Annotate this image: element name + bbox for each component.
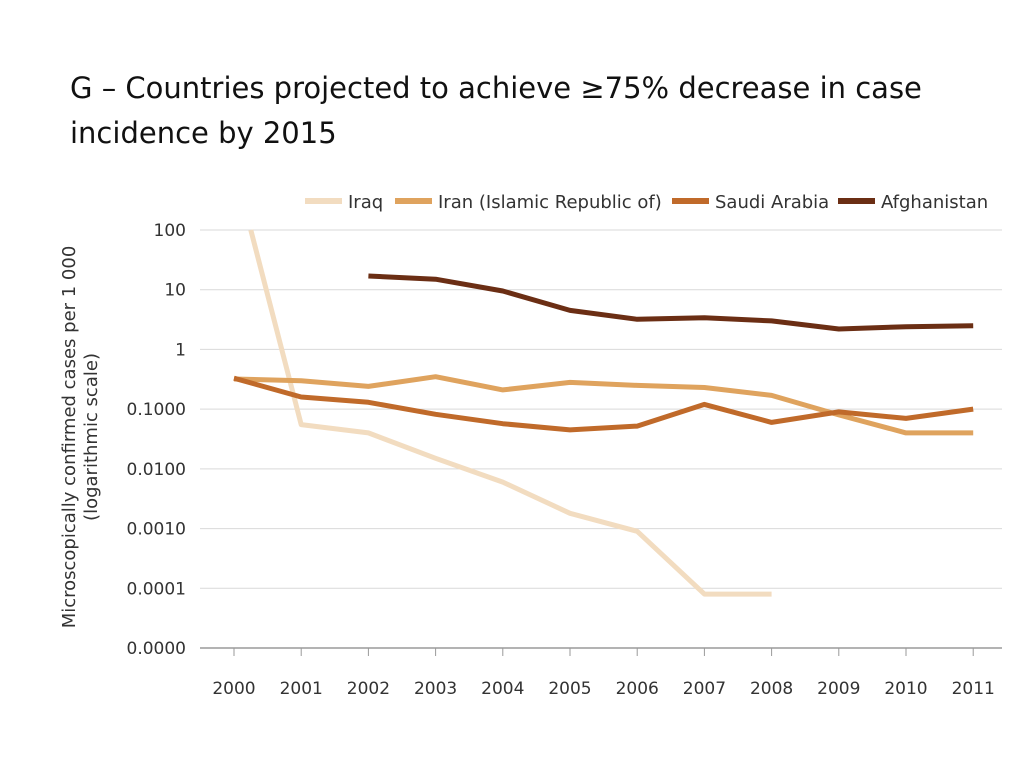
x-tick-label: 2006	[616, 679, 659, 699]
chart-title: G – Countries projected to achieve ≥75% …	[70, 71, 922, 150]
y-tick-label: 1	[175, 340, 186, 360]
y-tick-label: 10	[164, 281, 186, 301]
y-axis-title: Microscopically confirmed cases per 1 00…	[59, 246, 80, 629]
x-tick-label: 2004	[481, 679, 524, 699]
x-tick-label: 2000	[212, 679, 255, 699]
series-lines	[233, 229, 974, 597]
x-axis: 2000 2001 2002 2003 2004 2005 2006 2007 2008 2009…	[212, 648, 995, 699]
legend-label: Afghanistan	[881, 192, 988, 213]
legend-label: Saudi Arabia	[715, 192, 829, 213]
legend-label: Iraq	[348, 192, 383, 213]
y-tick-label: 0.1000	[127, 400, 186, 420]
x-tick-label: 2009	[817, 679, 860, 699]
y-axis: 100 10 1 0.1000 0.0100 0.0010 0.0001 0.0000	[127, 221, 186, 659]
x-tick-label: 2008	[750, 679, 793, 699]
legend-label: Iran (Islamic Republic of)	[438, 192, 662, 213]
x-tick-label: 2001	[280, 679, 323, 699]
x-tick-label: 2003	[414, 679, 457, 699]
legend: Iraq Iran (Islamic Republic of) Saudi Arab…	[305, 192, 988, 213]
y-tick-label: 0.0000	[127, 639, 186, 659]
x-tick-label: 2010	[884, 679, 927, 699]
series-line-saudi-arabia	[233, 375, 974, 433]
x-tick-label: 2002	[347, 679, 390, 699]
y-tick-label: 0.0010	[127, 520, 186, 540]
y-tick-label: 100	[154, 221, 186, 241]
x-tick-label: 2007	[683, 679, 726, 699]
y-axis-subtitle: (logarithmic scale)	[81, 353, 102, 521]
y-tick-label: 0.0100	[127, 460, 186, 480]
x-tick-label: 2011	[952, 679, 995, 699]
y-tick-label: 0.0001	[127, 579, 186, 599]
series-line-iran-islamic-republic-of	[233, 374, 974, 436]
gridlines	[200, 229, 1002, 649]
series-line-iraq	[248, 229, 772, 597]
series-line-afghanistan	[368, 273, 974, 332]
x-tick-label: 2005	[548, 679, 591, 699]
